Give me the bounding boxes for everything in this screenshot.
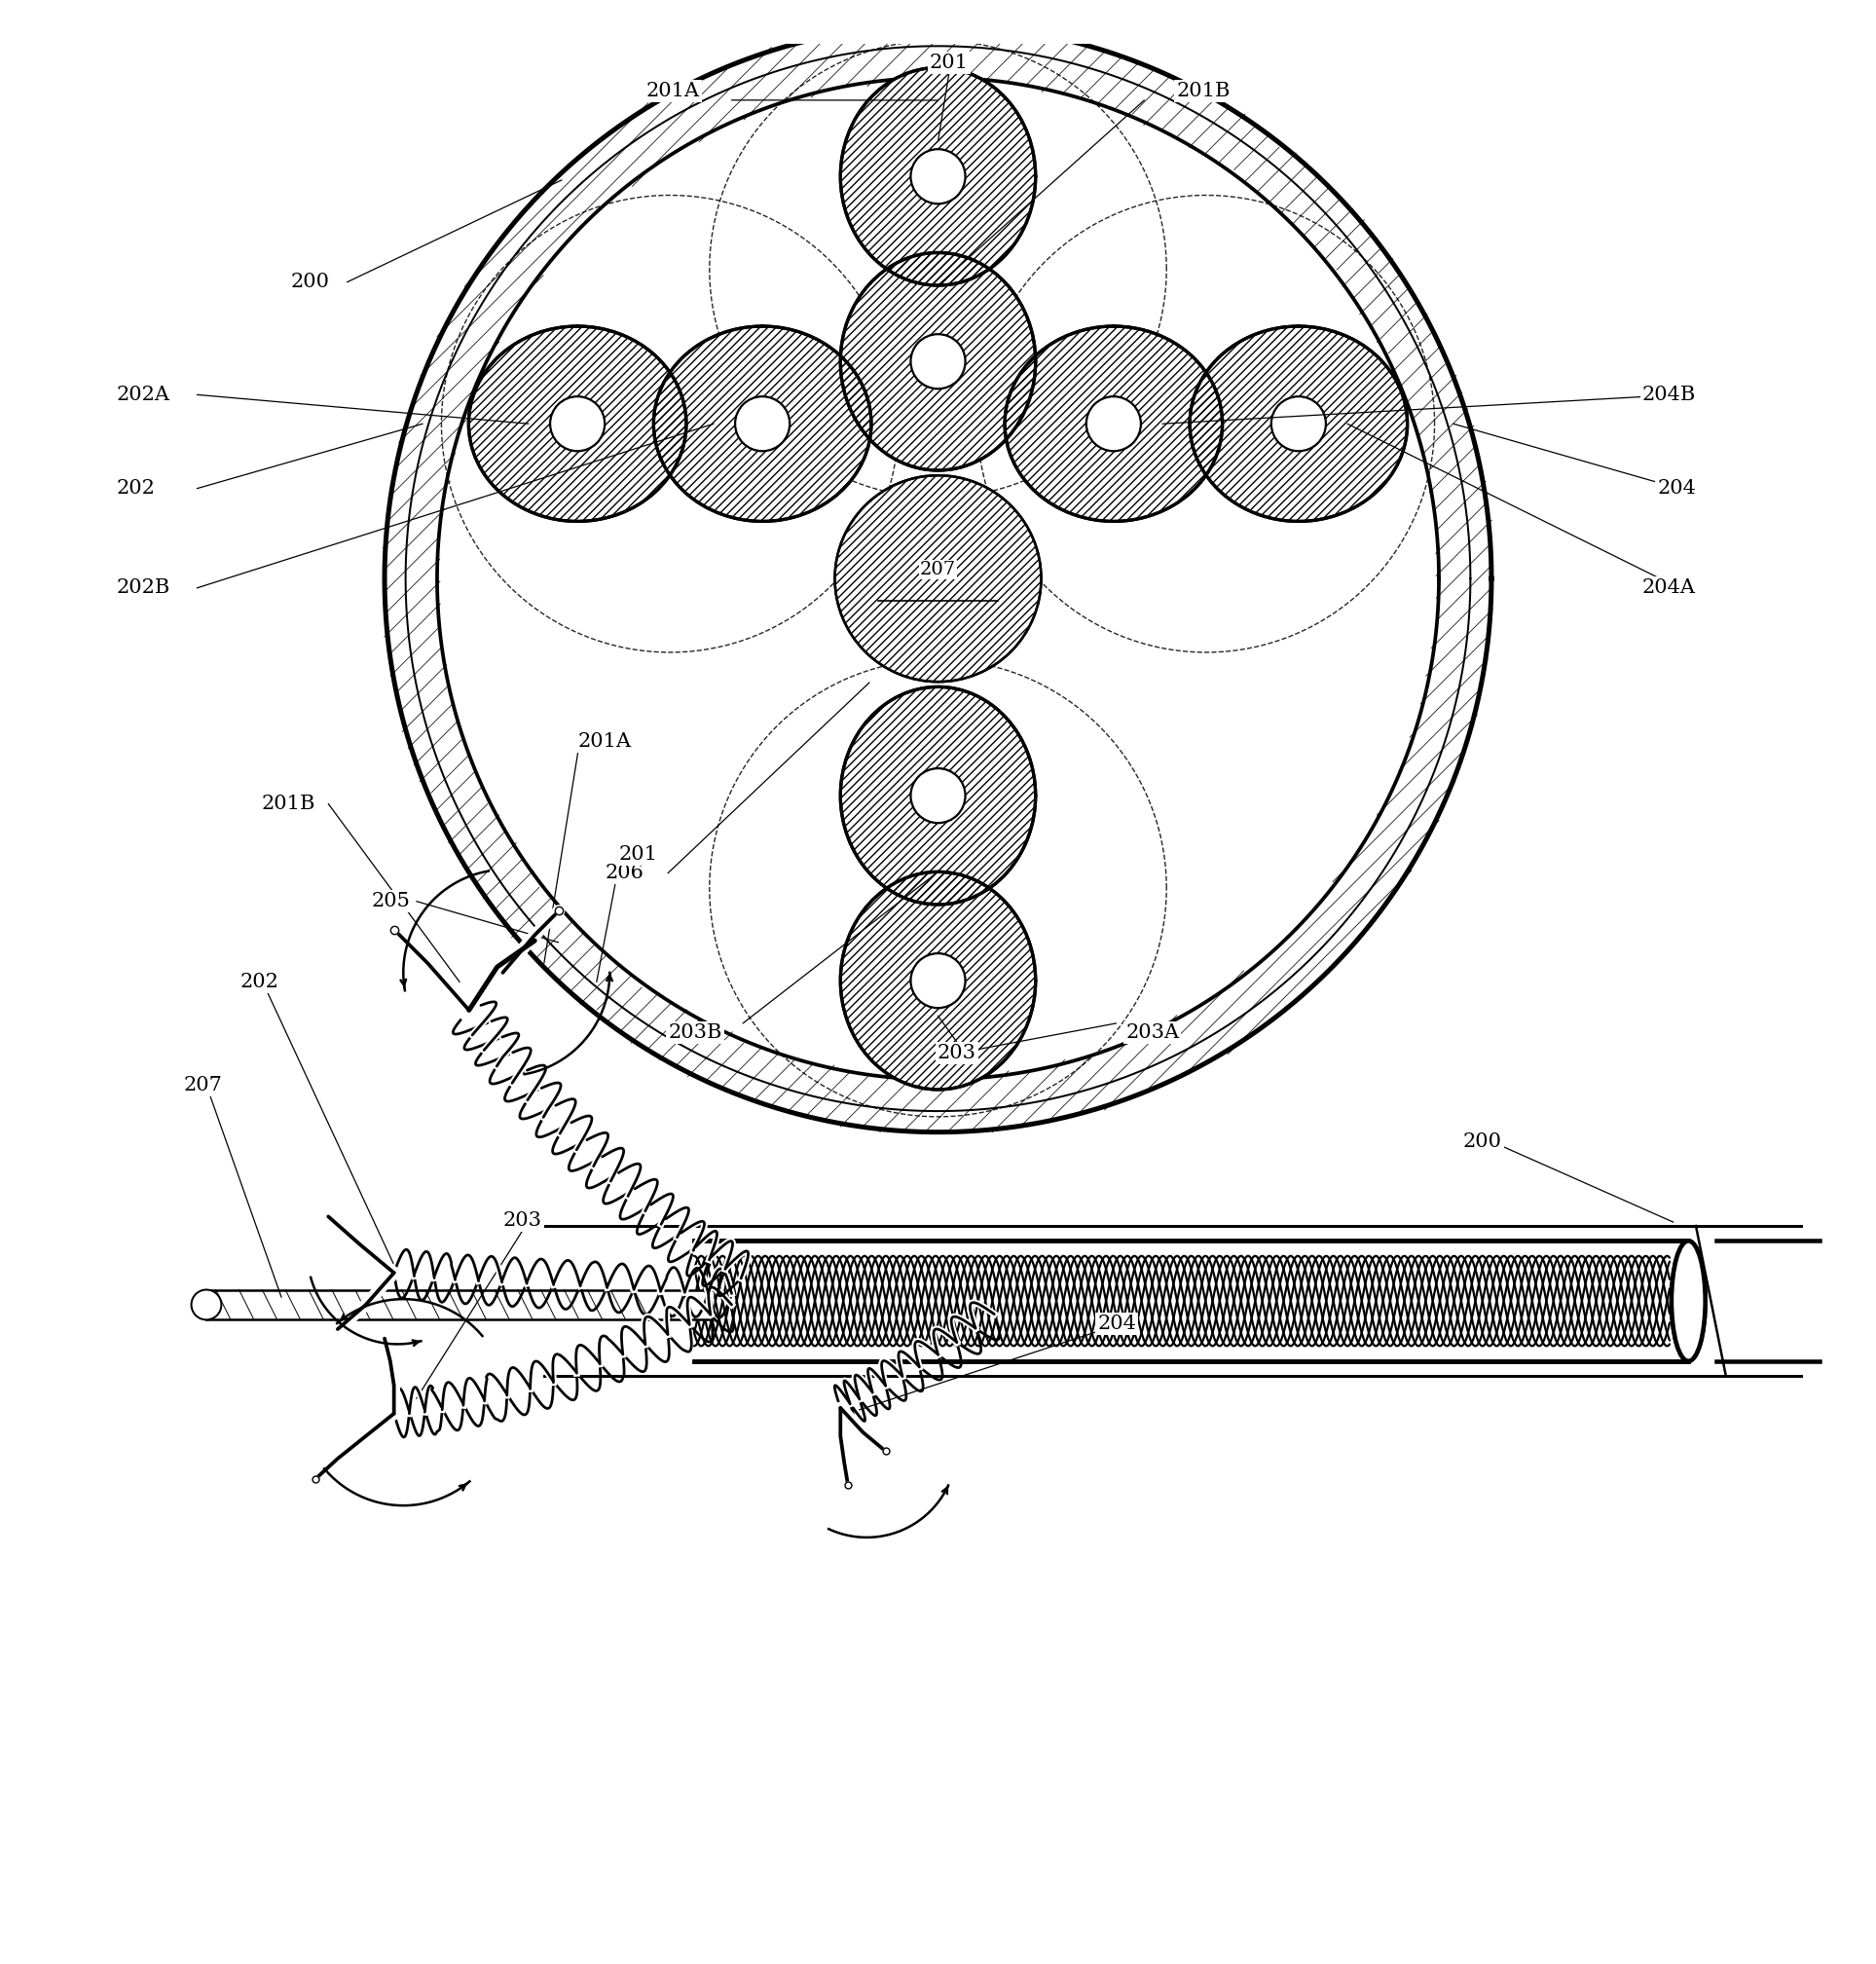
Text: 205: 205: [371, 892, 411, 911]
Text: 202: 202: [240, 972, 280, 992]
Ellipse shape: [840, 67, 1036, 285]
Circle shape: [910, 334, 966, 389]
Circle shape: [910, 953, 966, 1008]
Circle shape: [550, 397, 604, 452]
Text: 204B: 204B: [1642, 385, 1696, 405]
Circle shape: [191, 1290, 221, 1320]
Text: 206: 206: [604, 864, 643, 882]
Wedge shape: [385, 26, 1491, 1131]
Polygon shape: [694, 1241, 1688, 1361]
Text: 201A: 201A: [645, 81, 700, 100]
Ellipse shape: [1672, 1241, 1705, 1361]
Circle shape: [910, 149, 966, 204]
Text: 201: 201: [619, 845, 658, 864]
Text: 204: 204: [1097, 1314, 1137, 1334]
Circle shape: [437, 79, 1439, 1080]
Text: 200: 200: [1463, 1131, 1503, 1151]
Text: 204: 204: [1657, 479, 1696, 497]
Text: 201B: 201B: [1176, 81, 1231, 100]
Circle shape: [1272, 397, 1326, 452]
Ellipse shape: [840, 872, 1036, 1090]
Text: 207: 207: [184, 1076, 223, 1094]
Ellipse shape: [1672, 1241, 1705, 1361]
Ellipse shape: [1006, 326, 1223, 520]
Text: 202A: 202A: [116, 385, 171, 405]
Text: 201: 201: [930, 53, 968, 73]
Circle shape: [1086, 397, 1141, 452]
Text: 202B: 202B: [116, 579, 171, 597]
Circle shape: [835, 475, 1041, 682]
Text: 207: 207: [919, 560, 957, 577]
Text: 201B: 201B: [261, 795, 315, 813]
Text: 203: 203: [503, 1212, 542, 1229]
Ellipse shape: [1189, 326, 1407, 520]
Circle shape: [910, 768, 966, 823]
Ellipse shape: [469, 326, 687, 520]
Ellipse shape: [840, 687, 1036, 905]
Circle shape: [735, 397, 790, 452]
Ellipse shape: [840, 253, 1036, 469]
Ellipse shape: [653, 326, 870, 520]
Text: 202: 202: [116, 479, 156, 497]
Text: 203B: 203B: [668, 1023, 722, 1043]
Text: 204A: 204A: [1642, 579, 1696, 597]
Text: 201A: 201A: [578, 733, 632, 750]
Text: 200: 200: [291, 273, 330, 291]
Text: 203: 203: [938, 1045, 976, 1063]
Text: 203A: 203A: [1126, 1023, 1180, 1043]
